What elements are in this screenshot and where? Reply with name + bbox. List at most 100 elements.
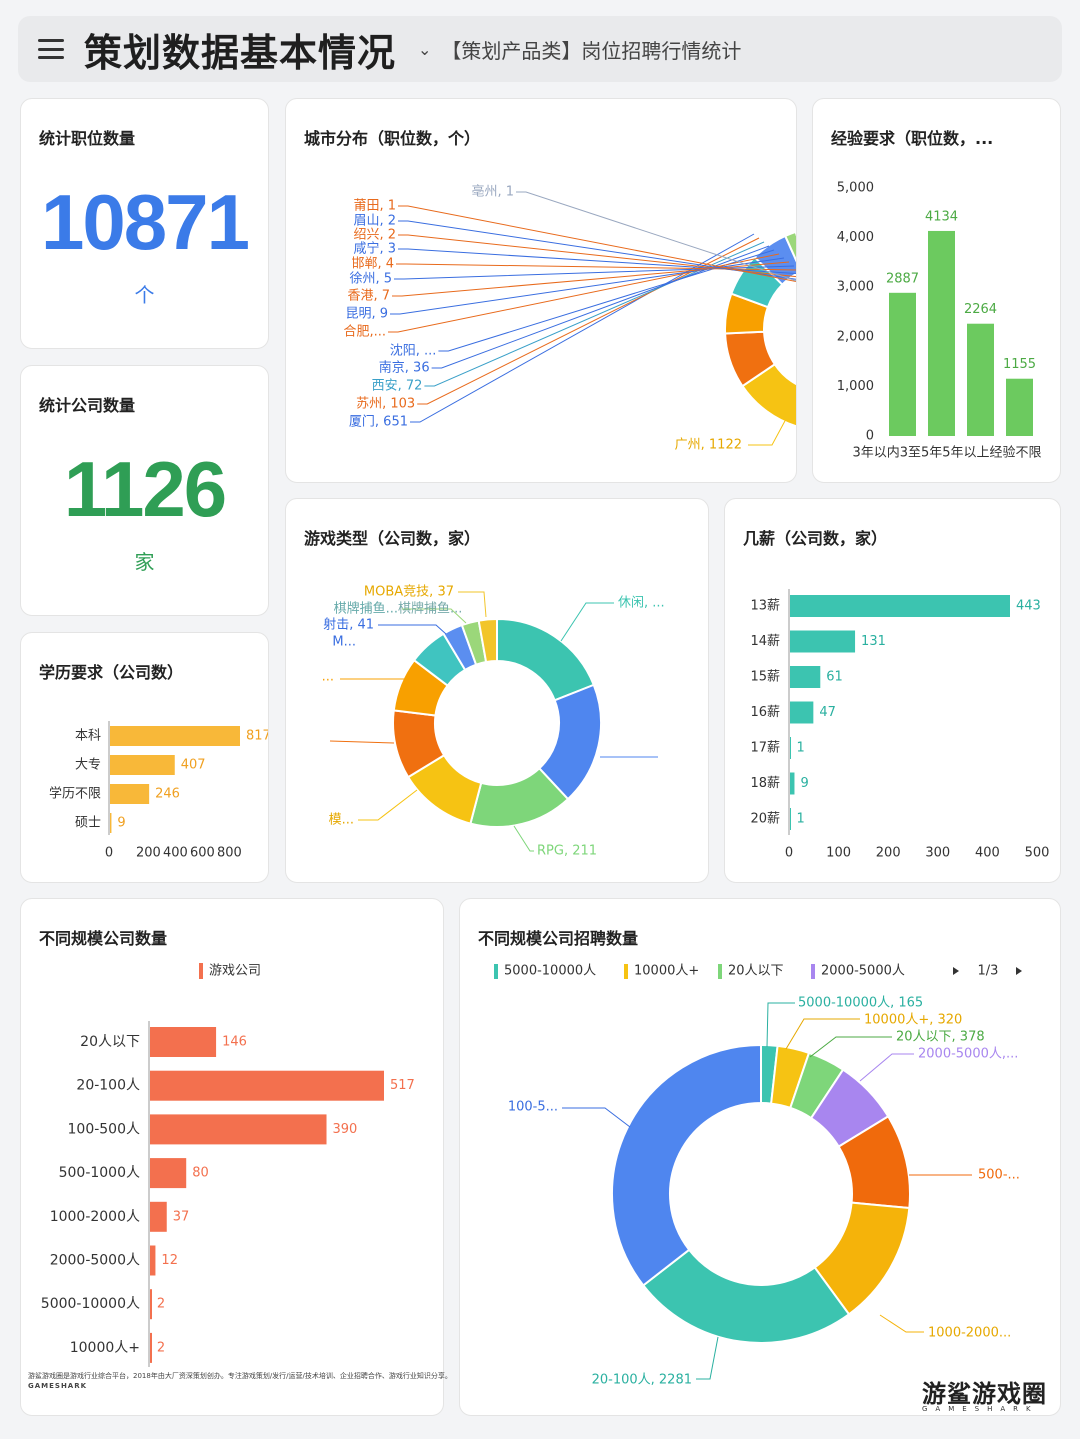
edu-bar-label-2: 246 bbox=[155, 787, 180, 802]
scale-cat-2: 100-500人 bbox=[68, 1121, 141, 1137]
edu-cat-2: 学历不限 bbox=[49, 786, 101, 802]
game-label-rpg: RPG, 211 bbox=[537, 844, 597, 859]
scale-bar-label-5: 12 bbox=[161, 1253, 178, 1268]
scale-bar-label-3: 80 bbox=[192, 1166, 209, 1181]
city-label-small-8: 徐州, 5 bbox=[349, 272, 392, 287]
kpi-jobs-unit: 个 bbox=[134, 283, 155, 307]
sj-leader-1 bbox=[785, 1018, 860, 1050]
game-leader-moba bbox=[458, 591, 487, 618]
city-leader-small-6 bbox=[390, 257, 785, 315]
sal-bar-4 bbox=[790, 737, 791, 759]
edu-cat-0: 本科 bbox=[75, 729, 101, 744]
exp-ytick-1: 1,000 bbox=[837, 379, 874, 394]
scale-bar-2 bbox=[150, 1114, 327, 1145]
sal-bar-6 bbox=[790, 808, 791, 830]
exp-bar-2 bbox=[967, 323, 994, 436]
undefined: 棋牌捕鱼... bbox=[398, 601, 462, 617]
city-leader-small-11 bbox=[398, 234, 796, 278]
sj-label-1: 10000人+, 320 bbox=[864, 1013, 962, 1028]
edu-cat-1: 大专 bbox=[75, 758, 101, 773]
city-leader-small-5 bbox=[388, 253, 780, 333]
pager-text: 1/3 bbox=[978, 964, 999, 979]
city-leader-small-13 bbox=[398, 205, 796, 283]
city-slice-8 bbox=[783, 230, 796, 263]
exp-bar-label-3: 1155 bbox=[1003, 357, 1036, 372]
scale-bar-4 bbox=[150, 1201, 167, 1232]
sal-bar-3 bbox=[790, 701, 814, 724]
exp-bar-label-0: 2887 bbox=[886, 271, 919, 286]
scale-bar-0 bbox=[150, 1027, 217, 1057]
game-slice-9 bbox=[477, 617, 498, 664]
kpi-companies-unit: 家 bbox=[134, 550, 155, 574]
sj-legend-label-0: 5000-10000人 bbox=[504, 964, 596, 979]
sal-bar-label-2: 61 bbox=[826, 670, 843, 685]
exp-bar-1 bbox=[928, 230, 955, 436]
sj-label-3: 2000-5000人,... bbox=[918, 1047, 1018, 1062]
scale-cat-4: 1000-2000人 bbox=[50, 1209, 140, 1225]
scale-bar-1 bbox=[150, 1070, 384, 1101]
salary-title: 几薪（公司数，家） bbox=[743, 529, 888, 548]
sal-cat-3: 16薪 bbox=[750, 705, 780, 720]
city-label-small-12: 眉山, 2 bbox=[353, 214, 396, 229]
experience-card: 经验要求（职位数，... 0 1,000 2,000 3,000 4,000 5,000 2… bbox=[812, 98, 1061, 483]
menu-icon[interactable] bbox=[38, 39, 64, 59]
sj-legend-swatch-0 bbox=[494, 964, 498, 979]
sj-label-7: 100-5... bbox=[508, 1100, 558, 1115]
game-type-title: 游戏类型（公司数，家） bbox=[304, 529, 481, 548]
edu-cat-3: 硕士 bbox=[75, 816, 101, 831]
city-leader-small-3 bbox=[431, 245, 770, 369]
sj-leader-2 bbox=[809, 1036, 892, 1058]
pager-prev-icon bbox=[953, 967, 959, 975]
game-leader-chess bbox=[402, 608, 467, 624]
kpi-jobs-title: 统计职位数量 bbox=[39, 129, 136, 148]
city-label-small-5: 合肥,... bbox=[343, 325, 386, 340]
city-label-small-3: 南京, 36 bbox=[379, 360, 430, 376]
sj-slice-6 bbox=[641, 1248, 851, 1344]
sj-legend-label-3: 2000-5000人 bbox=[821, 964, 905, 979]
game-label-shooter: 射击, 41 bbox=[323, 617, 374, 633]
scale-count-card: 不同规模公司数量 游戏公司 20人以下 146 20-100人 517 100-500人 3… bbox=[20, 898, 444, 1416]
dashboard-subtitle[interactable]: 【策划产品类】岗位招聘行情统计 bbox=[441, 38, 742, 63]
exp-ytick-2: 2,000 bbox=[837, 329, 874, 344]
edu-xtick-2: 400 bbox=[163, 846, 188, 861]
education-title: 学历要求（公司数） bbox=[39, 663, 184, 682]
sal-xtick-0: 0 bbox=[785, 846, 793, 861]
sj-label-6: 20-100人, 2281 bbox=[592, 1373, 692, 1388]
scale-bar-5 bbox=[150, 1245, 156, 1276]
scale-bar-label-7: 2 bbox=[157, 1340, 165, 1355]
scale-cat-5: 2000-5000人 bbox=[50, 1253, 140, 1269]
salary-card: 几薪（公司数，家） 13薪 443 14薪 131 15薪 61 16薪 47 17薪 1 18薪 9… bbox=[724, 498, 1061, 883]
city-label-small-11: 绍兴, 2 bbox=[353, 228, 396, 243]
sal-xtick-2: 200 bbox=[876, 846, 901, 861]
sal-bar-1 bbox=[790, 630, 856, 653]
brand-logo: 游鲨游戏圈 bbox=[922, 1380, 1047, 1408]
edu-bar-label-3: 9 bbox=[117, 816, 125, 831]
scale-legend-swatch bbox=[199, 963, 203, 979]
game-leader-casual bbox=[560, 602, 614, 642]
scale-cat-6: 5000-10000人 bbox=[41, 1296, 140, 1312]
sal-cat-6: 20薪 bbox=[750, 812, 780, 827]
brand-sub: GAMESHARK bbox=[922, 1405, 1039, 1413]
scale-count-chart: 游戏公司 20人以下 146 20-100人 517 100-500人 390 500-100… bbox=[41, 963, 415, 1367]
sal-xtick-3: 300 bbox=[925, 846, 950, 861]
sj-slice-7 bbox=[611, 1043, 762, 1287]
scale-bar-label-0: 146 bbox=[222, 1035, 247, 1050]
game-label-chess: 棋牌捕鱼... bbox=[334, 601, 398, 617]
scale-bar-6 bbox=[150, 1289, 152, 1320]
edu-bar-label-1: 407 bbox=[181, 758, 206, 773]
city-label-small-13: 莆田, 1 bbox=[353, 199, 396, 214]
sj-legend-swatch-2 bbox=[718, 964, 722, 979]
city-leader-small-1 bbox=[417, 237, 760, 405]
scale-jobs-donut-chart: 5000-10000人 10000人+ 20人以下 2000-5000人 1/3 5000… bbox=[494, 964, 1022, 1388]
exp-xtick-labels: 3年以内3至5年5年以上经验不限 bbox=[852, 445, 1041, 461]
sj-legend-label-1: 10000人+ bbox=[634, 964, 699, 979]
exp-ytick-0: 0 bbox=[866, 429, 874, 444]
sal-bar-5 bbox=[790, 772, 795, 795]
sal-bar-2 bbox=[790, 666, 821, 688]
city-title: 城市分布（职位数，个） bbox=[304, 129, 481, 148]
city-label-small-9: 邯郸, 4 bbox=[351, 257, 394, 272]
scale-jobs-title: 不同规模公司招聘数量 bbox=[478, 929, 639, 948]
chevron-down-icon[interactable]: ⌄ bbox=[418, 39, 432, 59]
exp-bar-label-1: 4134 bbox=[925, 209, 958, 224]
